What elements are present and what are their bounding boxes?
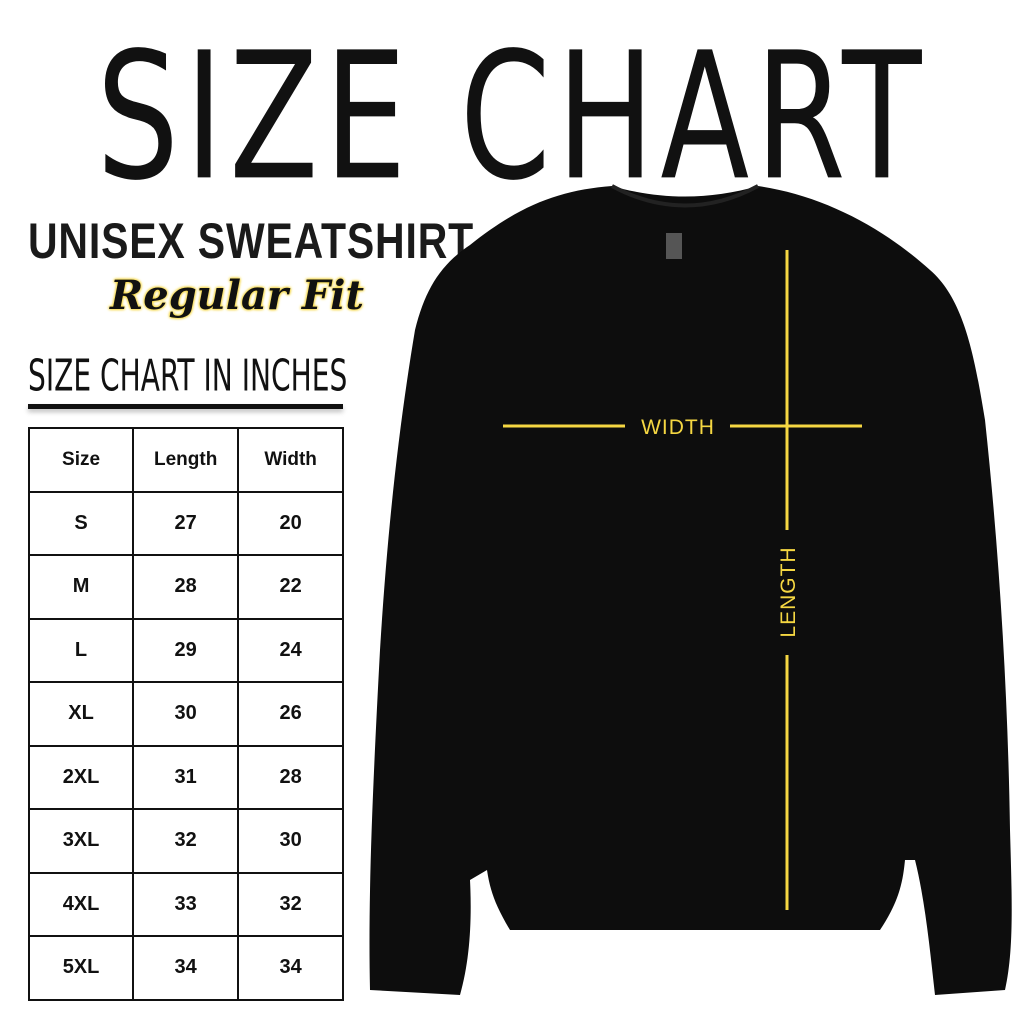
- header-cell: Width: [237, 427, 344, 493]
- neck-label-icon: [666, 233, 682, 259]
- width-cell: 20: [237, 490, 344, 556]
- width-label: WIDTH: [641, 416, 715, 439]
- length-cell: 30: [132, 681, 240, 747]
- length-cell: 29: [132, 617, 240, 683]
- page-title: SIZE CHART: [96, 14, 928, 220]
- width-cell: 30: [237, 808, 344, 874]
- length-cell: 34: [132, 935, 240, 1001]
- width-cell: 26: [237, 681, 344, 747]
- product-name: UNISEX SWEATSHIRT: [28, 213, 474, 269]
- width-cell: 34: [237, 935, 344, 1001]
- width-cell: 32: [237, 871, 344, 937]
- table-row: M 28 22: [27, 554, 344, 620]
- width-cell: 28: [237, 744, 344, 810]
- title-underline: [28, 404, 343, 409]
- fit-label: Regular Fit: [110, 272, 364, 319]
- table-row: XL 30 26: [27, 681, 344, 747]
- table-row: 3XL 32 30: [27, 808, 344, 874]
- size-cell: S: [27, 490, 135, 556]
- length-cell: 32: [132, 808, 240, 874]
- table-row: 2XL 31 28: [27, 744, 344, 810]
- size-cell: M: [27, 554, 135, 620]
- size-cell: 2XL: [27, 744, 135, 810]
- size-table: Size Length Width S 27 20 M 28 22 L 29 24 XL 30…: [27, 427, 344, 1001]
- size-cell: 3XL: [27, 808, 135, 874]
- sweatshirt-image: [369, 186, 1012, 995]
- header-cell: Length: [132, 427, 240, 493]
- size-cell: 5XL: [27, 935, 135, 1001]
- table-title: SIZE CHART IN INCHES: [28, 352, 348, 402]
- measurement-lines: WIDTH LENGTH: [503, 250, 862, 910]
- table-row: S 27 20: [27, 490, 344, 556]
- width-cell: 24: [237, 617, 344, 683]
- table-row: 5XL 34 34: [27, 935, 344, 1001]
- width-cell: 22: [237, 554, 344, 620]
- length-cell: 28: [132, 554, 240, 620]
- length-cell: 31: [132, 744, 240, 810]
- collar: [611, 184, 759, 208]
- table-row: 4XL 33 32: [27, 871, 344, 937]
- length-cell: 27: [132, 490, 240, 556]
- table-header-row: Size Length Width: [27, 427, 344, 493]
- size-cell: L: [27, 617, 135, 683]
- length-label: LENGTH: [777, 546, 800, 637]
- size-cell: XL: [27, 681, 135, 747]
- length-cell: 33: [132, 871, 240, 937]
- table-row: L 29 24: [27, 617, 344, 683]
- size-cell: 4XL: [27, 871, 135, 937]
- header-cell: Size: [27, 427, 135, 493]
